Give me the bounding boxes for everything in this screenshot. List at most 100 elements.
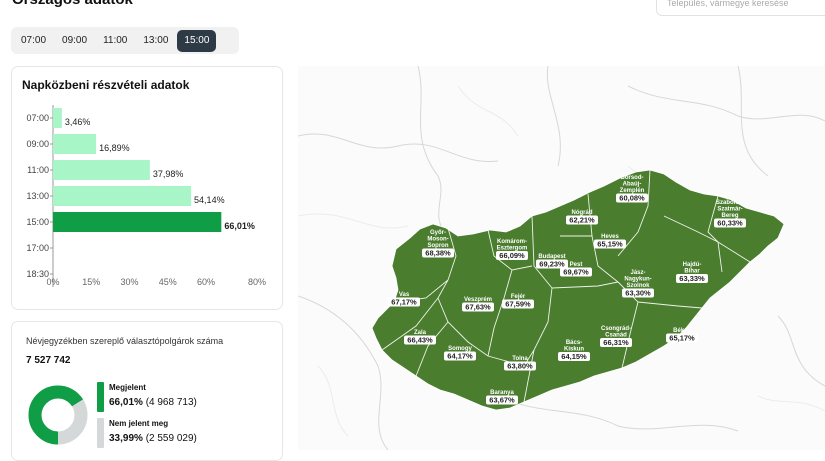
time-tab-1300[interactable]: 13:00: [136, 30, 175, 52]
county-name: Kiskun: [564, 347, 584, 353]
hungary-shape[interactable]: [371, 169, 785, 411]
county-name: Fejér: [511, 294, 526, 300]
county-pct-badge: [622, 288, 654, 298]
county-pct-badge: [676, 274, 708, 283]
county-pct-badge: [600, 338, 632, 347]
county-name: Bereg: [721, 213, 738, 219]
page-title: Országos adatok: [12, 0, 133, 8]
county-pct-badge: [558, 352, 590, 361]
bar-data-label: 66,01%: [224, 221, 255, 231]
county-pct: 64,17%: [447, 352, 473, 361]
y-tick-label: 18:30: [26, 269, 49, 279]
county-pct-badge: [422, 248, 454, 258]
county-pct: 67,17%: [391, 298, 417, 307]
bar[interactable]: [53, 212, 222, 232]
county-name: Csanád: [605, 333, 627, 339]
county-name: Tolna: [512, 356, 528, 362]
border-line: [298, 295, 389, 450]
county-pct-badge: [462, 302, 494, 312]
county-name: Abaúj-: [623, 182, 642, 188]
county-pct: 63,67%: [489, 396, 515, 405]
county-name: Szabolcs-: [716, 200, 744, 206]
search-input[interactable]: [656, 0, 825, 16]
county-pct: 68,38%: [425, 249, 451, 258]
bar[interactable]: [53, 108, 62, 128]
county-pct-badge: [496, 251, 528, 260]
time-tab-0700[interactable]: 07:00: [14, 30, 53, 52]
border-line: [546, 66, 561, 167]
county-name: Baranya: [490, 390, 514, 396]
county-name: Heves: [601, 234, 619, 240]
county-name: Veszprém: [464, 297, 492, 303]
county-pct-badge: [616, 193, 648, 203]
county-pct: 67,59%: [505, 300, 531, 309]
county-name: Vas: [399, 292, 410, 298]
x-tick-label: 30%: [120, 277, 138, 287]
county-pct-badge: [486, 395, 518, 405]
bar[interactable]: [53, 186, 192, 206]
border-line: [298, 133, 499, 163]
county-name: Szolnok: [626, 283, 650, 289]
county-name: Sopron: [428, 243, 449, 249]
border-line: [627, 85, 825, 122]
county-name: Zala: [414, 330, 427, 336]
x-tick-label: 60%: [197, 277, 215, 287]
county-pct: 69,23%: [539, 260, 565, 269]
y-tick-label: 13:00: [26, 191, 49, 201]
county-pct-badge: [388, 297, 420, 307]
absent-swatch: [97, 418, 104, 448]
y-tick-label: 15:00: [26, 217, 49, 227]
county-pct-badge: [404, 335, 436, 345]
border-line: [777, 315, 825, 387]
county-name: Békés: [673, 328, 691, 334]
map-area[interactable]: Győr- Moson- Sopron 68,38% Komárom- Esztergom…: [298, 66, 825, 450]
bar[interactable]: [53, 134, 97, 154]
participation-bar-chart: 07:00 3,46% 09:00 16,89% 11:00 37,98% 13:00 54,…: [26, 105, 266, 287]
y-tick-label: 17:00: [26, 243, 49, 253]
appeared-swatch: [97, 382, 104, 412]
county-pct: 63,30%: [625, 289, 651, 298]
county-pct: 63,33%: [679, 274, 705, 283]
county-name: Szatmár-: [717, 207, 742, 213]
bar-data-label: 37,98%: [153, 169, 184, 179]
registry-card: Névjegyzékben szereplő választópolgárok …: [11, 321, 283, 461]
absent-value: 33,99% (2 559 029): [109, 433, 197, 444]
bar[interactable]: [53, 160, 150, 180]
county-pct: 69,67%: [563, 268, 589, 277]
county-pct: 66,31%: [603, 338, 629, 347]
county-name: Esztergom: [497, 246, 528, 252]
border-line: [497, 395, 739, 432]
time-tab-1500[interactable]: 15:00: [177, 29, 217, 52]
appeared-label: Megjelent: [109, 383, 146, 392]
time-tab-0900[interactable]: 09:00: [55, 30, 94, 52]
county-pct: 63,80%: [507, 362, 533, 371]
time-tab-1100[interactable]: 11:00: [96, 30, 134, 52]
county-pct: 67,63%: [465, 303, 491, 312]
participation-title: Napközbeni részvételi adatok: [22, 78, 190, 92]
bar-data-label: 54,14%: [194, 195, 225, 205]
x-tick-label: 45%: [159, 277, 177, 287]
county-pct: 60,33%: [717, 219, 743, 228]
county-pct-badge: [594, 239, 626, 249]
